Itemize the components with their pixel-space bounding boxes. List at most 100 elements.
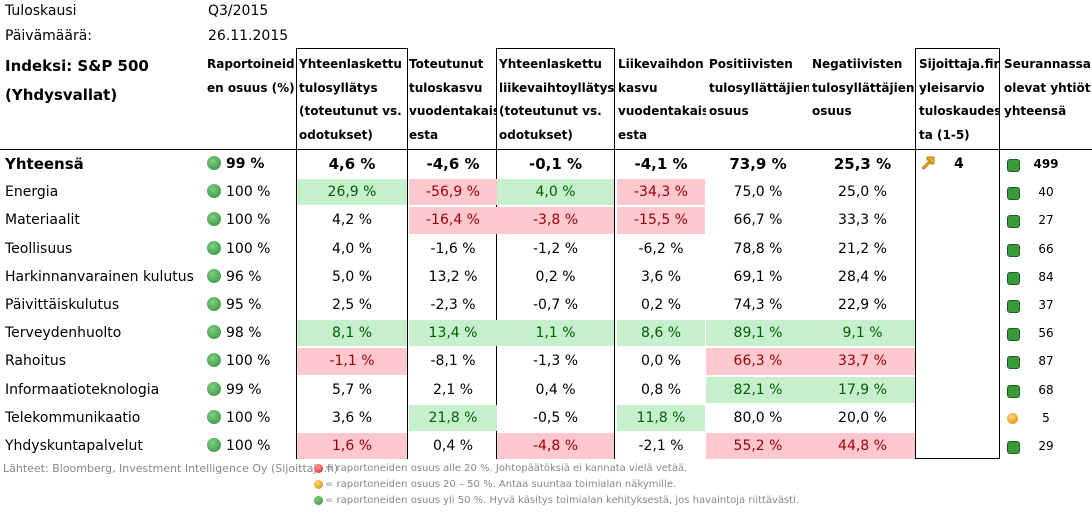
green-status-icon (1007, 384, 1020, 398)
reported-share-value: 100 % (226, 438, 271, 454)
sector-label: Energia (5, 184, 59, 201)
cell-neg: 33,3 % (838, 212, 887, 229)
cell-rev-growth: 0,0 % (640, 353, 682, 370)
header-separator (0, 149, 1092, 150)
cell-earn-surp: 26,9 % (297, 179, 407, 206)
sector-label: Terveydenhuolto (5, 325, 122, 342)
reported-share-value: 100 % (226, 353, 271, 370)
cell-earn-surp: 1,6 % (297, 433, 407, 460)
cell-rev-surp: -0,7 % (532, 297, 579, 313)
cell-earn-surp: 5,0 % (331, 268, 373, 285)
cell-earn-surp: -1,1 % (297, 348, 407, 375)
cell-rev-surp: -0,5 % (532, 409, 579, 426)
green-status-icon (1007, 243, 1020, 257)
cell-rev-growth: -6,2 % (638, 240, 684, 257)
header-realized-earnings-growth-line: Toteutunut (409, 57, 484, 71)
cell-rev-growth: -4,1 % (634, 155, 688, 173)
tracked-count: 5 (1042, 410, 1050, 425)
date-value: 26.11.2015 (208, 28, 289, 44)
cell-pos: 74,3 % (733, 297, 783, 313)
cell-earn-growth: 13,2 % (428, 268, 478, 285)
cell-rev-growth: 0,8 % (640, 381, 682, 398)
reported-share: 100 % (207, 404, 270, 432)
tracked-count: 68 (1038, 382, 1054, 397)
arrow-up-right-icon (921, 156, 935, 170)
cell-neg: 9,1 % (810, 320, 915, 347)
check-circle-icon (207, 156, 221, 170)
cell-rev-growth: 0,2 % (640, 297, 682, 313)
header-positive-surprises-line: Positiivisten (709, 57, 793, 71)
header-negative-surprises-line: tulosyllättäjien (812, 80, 914, 95)
date-label: Päivämäärä: (5, 28, 92, 44)
cell-pos: 69,1 % (733, 268, 783, 285)
cell-rev-surp: 0,2 % (535, 268, 576, 285)
cell-earn-surp: 2,5 % (331, 297, 373, 313)
box-assessment (915, 48, 1000, 459)
header-aggregate-revenue-surprise-line: liikevaihtoyllätys (499, 80, 614, 95)
period-value: Q3/2015 (208, 3, 269, 19)
cell-earn-surp: 5,7 % (331, 381, 373, 398)
reported-share-value: 100 % (226, 240, 271, 257)
check-circle-icon (207, 184, 221, 199)
sector-label: Materiaalit (5, 212, 80, 229)
cell-earn-growth: 13,4 % (409, 320, 497, 347)
check-circle-icon (314, 496, 323, 505)
header-tracked-companies-line: Seurannassa (1004, 57, 1091, 71)
cell-rev-surp: 0,4 % (535, 381, 576, 398)
cell-pos: 82,1 % (706, 376, 810, 403)
cell-neg: 28,4 % (838, 268, 887, 285)
tracked-count: 84 (1038, 269, 1054, 284)
legend-green: = raportoneiden osuus yli 50 %. Hyvä käs… (314, 495, 799, 506)
index-title: Indeksi: S&P 500 (5, 57, 149, 75)
reported-share: 98 % (207, 319, 262, 347)
assessment-value: 4 (954, 156, 964, 172)
green-status-icon (1007, 271, 1020, 285)
cell-earn-growth: -4,6 % (426, 155, 480, 173)
cell-earn-growth: 0,4 % (432, 438, 474, 454)
cell-neg: 20,0 % (838, 409, 887, 426)
cell-rev-surp: -4,8 % (497, 433, 614, 460)
cell-neg: 21,2 % (838, 240, 887, 257)
cell-pos: 66,3 % (706, 348, 810, 375)
cell-earn-surp: 4,6 % (328, 155, 376, 173)
cell-rev-growth: -34,3 % (617, 179, 705, 206)
check-circle-icon (207, 438, 221, 452)
check-circle-icon (207, 297, 221, 311)
cell-rev-growth: -2,1 % (638, 438, 684, 454)
cell-pos: 66,7 % (733, 212, 783, 229)
header-realized-earnings-growth-line: esta (409, 127, 439, 142)
header-negative-surprises-line: Negatiivisten (812, 57, 903, 71)
period-label: Tuloskausi (5, 3, 77, 19)
cell-rev-growth: 3,6 % (640, 268, 682, 285)
tracked-count: 499 (1033, 157, 1059, 171)
reported-share-value: 95 % (226, 297, 262, 313)
cell-rev-surp: 4,0 % (497, 179, 614, 206)
cell-rev-surp: -1,2 % (532, 240, 579, 257)
header-positive-surprises-line: osuus (709, 104, 749, 118)
tracked-count: 56 (1038, 326, 1054, 341)
sources-text: Lähteet: Bloomberg, Investment Intellige… (3, 462, 339, 475)
cell-neg: 33,7 % (810, 348, 915, 375)
reported-share-value: 100 % (226, 212, 271, 229)
tracked-count: 37 (1038, 298, 1054, 312)
reported-share: 96 % (207, 263, 262, 291)
header-revenue-growth-line: Liikevaihdon (618, 57, 704, 71)
cell-rev-growth: 11,8 % (617, 404, 705, 431)
header-tracked-companies-line: olevat yhtiöt (1004, 80, 1091, 95)
header-investor-assessment-line: tuloskaudes (919, 104, 999, 118)
green-status-icon (1007, 328, 1020, 342)
sector-label: Harkinnanvarainen kulutus (5, 268, 194, 285)
header-investor-assessment-line: ta (1-5) (919, 127, 970, 142)
sector-label: Yhteensä (5, 155, 84, 173)
reported-share-value: 99 % (226, 381, 262, 398)
legend-green-text: = raportoneiden osuus yli 50 %. Hyvä käs… (325, 495, 800, 506)
header-aggregate-earnings-surprise-line: tulosyllätys (299, 80, 378, 95)
cell-rev-surp: -1,3 % (532, 353, 579, 370)
cell-earn-growth: -2,3 % (430, 297, 476, 313)
check-circle-icon (207, 353, 221, 368)
legend-orange-text: = raportoneiden osuus 20 – 50 %. Antaa s… (325, 479, 677, 490)
red-x-icon (314, 464, 323, 473)
reported-share: 100 % (207, 235, 270, 263)
reported-share: 100 % (207, 432, 270, 460)
check-circle-icon (207, 381, 221, 396)
